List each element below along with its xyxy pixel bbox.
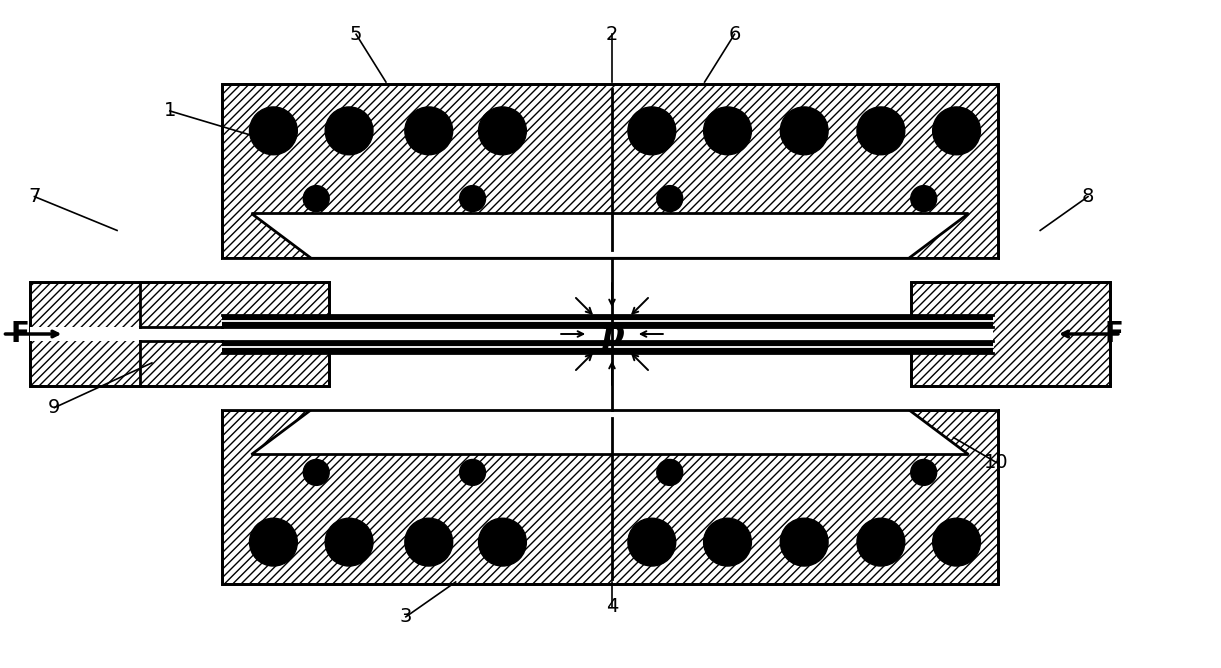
Circle shape — [303, 186, 330, 212]
Circle shape — [857, 518, 905, 566]
Circle shape — [249, 518, 297, 566]
Bar — [222, 84, 999, 259]
Text: 6: 6 — [728, 25, 741, 43]
Circle shape — [325, 107, 372, 155]
Bar — [911, 282, 1110, 386]
Circle shape — [628, 107, 675, 155]
Circle shape — [628, 518, 675, 566]
Bar — [31, 282, 330, 386]
Circle shape — [249, 107, 297, 155]
Circle shape — [703, 107, 751, 155]
Circle shape — [933, 518, 980, 566]
Circle shape — [911, 460, 937, 486]
Text: p: p — [601, 317, 624, 351]
Circle shape — [780, 518, 828, 566]
Circle shape — [911, 186, 937, 212]
Circle shape — [780, 107, 828, 155]
Bar — [222, 315, 994, 327]
Circle shape — [703, 518, 751, 566]
Polygon shape — [252, 409, 968, 454]
Bar — [31, 282, 330, 386]
Circle shape — [303, 460, 330, 486]
Text: 5: 5 — [349, 25, 363, 43]
Polygon shape — [252, 214, 968, 259]
Circle shape — [933, 107, 980, 155]
Circle shape — [657, 460, 683, 486]
Bar — [222, 259, 999, 409]
Circle shape — [325, 518, 372, 566]
Text: F: F — [11, 320, 29, 348]
Circle shape — [405, 518, 453, 566]
Circle shape — [479, 518, 526, 566]
Circle shape — [459, 186, 486, 212]
Text: 10: 10 — [984, 453, 1009, 472]
Bar — [911, 282, 1110, 386]
Bar — [222, 327, 994, 341]
Text: 3: 3 — [399, 607, 411, 627]
Bar — [222, 341, 994, 353]
Circle shape — [459, 460, 486, 486]
Circle shape — [479, 107, 526, 155]
Bar — [222, 409, 999, 584]
Circle shape — [657, 186, 683, 212]
Text: F: F — [1105, 320, 1123, 348]
Bar — [31, 327, 140, 341]
Text: 4: 4 — [606, 597, 618, 617]
Text: 2: 2 — [606, 25, 618, 43]
Bar — [222, 84, 999, 259]
Bar — [140, 327, 222, 341]
Text: 9: 9 — [48, 398, 61, 418]
Text: 1: 1 — [164, 102, 176, 120]
Text: 7: 7 — [28, 187, 40, 206]
Text: 8: 8 — [1082, 187, 1094, 206]
Bar — [222, 409, 999, 584]
Circle shape — [857, 107, 905, 155]
Circle shape — [405, 107, 453, 155]
